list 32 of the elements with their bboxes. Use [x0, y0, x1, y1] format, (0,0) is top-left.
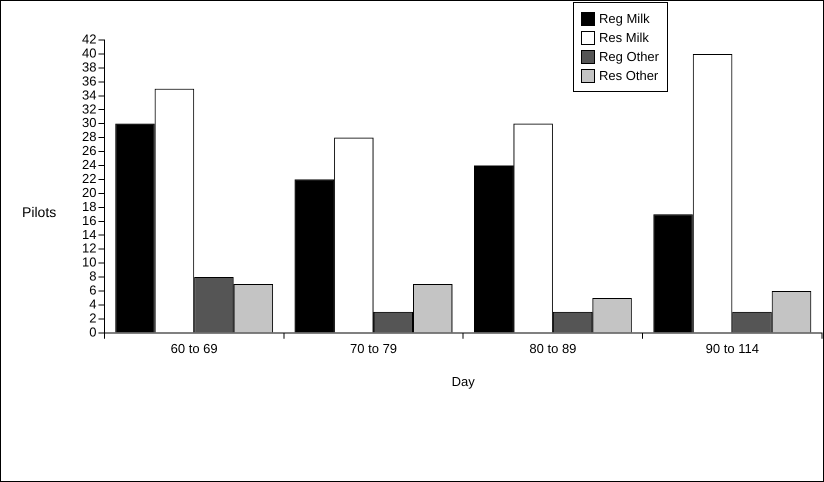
y-tick-label: 40: [82, 46, 96, 61]
y-tick-label: 10: [82, 254, 96, 270]
legend-label: Res Milk: [598, 29, 650, 47]
x-tick-label: 70 to 79: [350, 341, 398, 356]
x-tick-label: 90 to 114: [706, 341, 759, 356]
y-tick-label: 0: [89, 324, 96, 340]
x-tick-label: 60 to 69: [170, 341, 218, 356]
y-tick-label: 18: [82, 198, 96, 214]
y-tick-label: 34: [82, 87, 96, 102]
y-tick-label: 30: [82, 115, 96, 130]
y-tick-label: 16: [82, 212, 96, 228]
y-tick-label: 4: [89, 296, 96, 312]
y-tick-label: 42: [82, 32, 96, 47]
y-tick-label: 24: [82, 157, 96, 172]
y-tick-label: 32: [82, 101, 96, 116]
y-tick-label: 26: [82, 143, 96, 158]
legend-label: Res Other: [598, 67, 659, 85]
legend-label: Reg Other: [598, 48, 659, 66]
y-tick-label: 20: [82, 184, 96, 200]
y-tick-label: 22: [82, 171, 96, 186]
y-tick-label: 28: [82, 129, 96, 144]
y-tick-label: 8: [89, 268, 96, 284]
y-tick-label: 38: [82, 59, 96, 74]
y-tick-label: 36: [82, 73, 96, 88]
y-tick-label: 2: [89, 310, 96, 326]
y-tick-label: 14: [82, 226, 96, 242]
y-axis-title: Pilots: [22, 204, 56, 220]
legend-label: Reg Milk: [598, 10, 651, 28]
x-axis-title: Day: [452, 374, 476, 389]
y-tick-label: 6: [89, 282, 96, 298]
y-tick-label: 12: [82, 240, 96, 256]
x-tick-label: 80 to 89: [529, 341, 576, 356]
